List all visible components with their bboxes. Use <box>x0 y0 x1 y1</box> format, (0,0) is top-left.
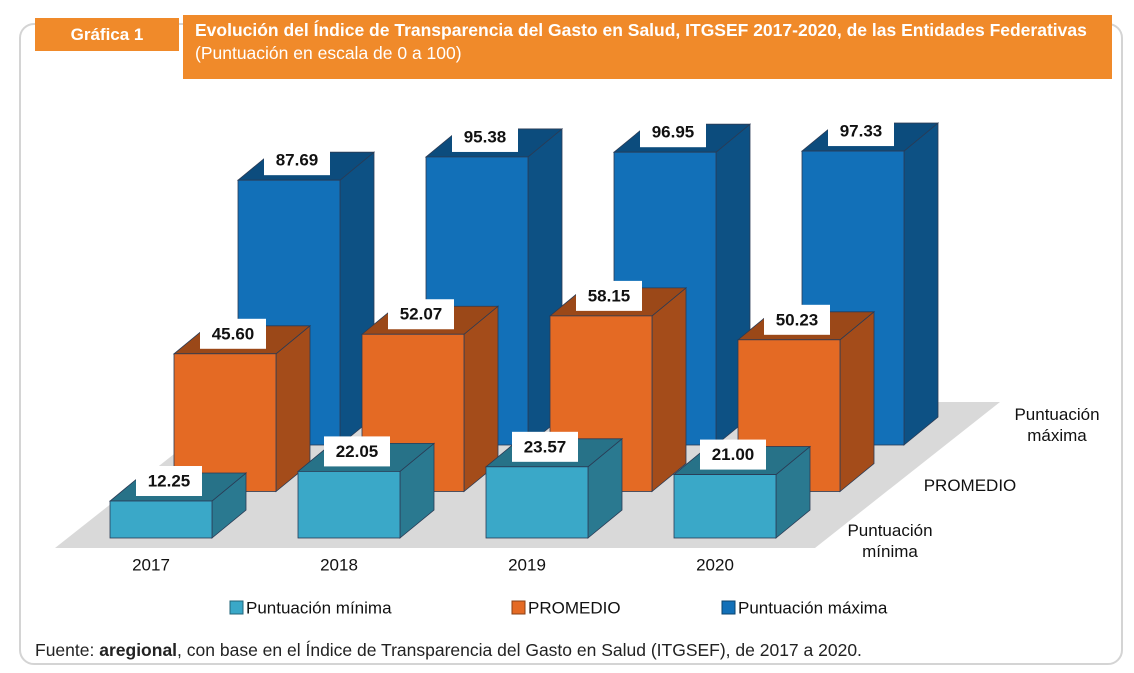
legend-swatch <box>721 600 736 615</box>
bar <box>673 474 777 539</box>
value-label: 23.57 <box>524 437 567 456</box>
bar <box>485 466 589 539</box>
value-label-box <box>764 304 830 335</box>
header: Evolución del Índice de Transparencia de… <box>183 15 1112 79</box>
value-label: 96.95 <box>652 123 695 142</box>
bar-side <box>651 287 687 493</box>
value-label-box <box>700 439 766 470</box>
bar-side <box>839 310 875 493</box>
value-label: 97.33 <box>840 122 883 141</box>
bar-3d: 23.57 <box>484 431 624 539</box>
legend-label: Puntuación mínima <box>246 598 392 617</box>
value-label-box <box>324 436 390 467</box>
chart-label: Gráfica 1 <box>35 18 179 51</box>
value-label: 45.60 <box>212 324 255 343</box>
value-label: 12.25 <box>148 471 191 490</box>
bar <box>297 471 401 539</box>
value-label: 87.69 <box>276 151 319 170</box>
value-label: 58.15 <box>588 286 631 305</box>
value-label-box <box>512 431 578 462</box>
x-tick-label: 2019 <box>508 555 546 574</box>
value-label-box <box>640 117 706 148</box>
depth-label: PROMEDIO <box>923 476 1017 495</box>
legend-label: Puntuación máxima <box>738 598 888 617</box>
source: Fuente: aregional, con base en el Índice… <box>35 640 862 661</box>
value-label-box <box>264 145 330 176</box>
legend-swatch <box>511 600 526 615</box>
legend-label: PROMEDIO <box>528 598 621 617</box>
source-text: , con base en el Índice de Transparencia… <box>177 640 862 660</box>
bar-3d: 45.60 <box>172 318 312 493</box>
x-tick-label: 2017 <box>132 555 170 574</box>
depth-label: Puntuación mínima <box>847 521 933 561</box>
value-label-box <box>200 318 266 349</box>
value-label: 52.07 <box>400 305 443 324</box>
value-label-box <box>136 466 202 497</box>
value-label: 50.23 <box>776 310 819 329</box>
legend-swatch <box>229 600 244 615</box>
value-label-box <box>388 299 454 330</box>
bar-3d: 12.25 <box>108 466 248 539</box>
value-label: 21.00 <box>712 445 755 464</box>
value-label: 95.38 <box>464 127 507 146</box>
chart-title: Evolución del Índice de Transparencia de… <box>195 20 1087 40</box>
value-label: 22.05 <box>336 442 379 461</box>
value-label-box <box>828 116 894 147</box>
source-prefix: Fuente: <box>35 640 95 660</box>
source-author: aregional <box>99 640 178 660</box>
bar <box>109 500 213 539</box>
bar-3d: 22.05 <box>296 436 436 539</box>
bar-side <box>903 122 939 446</box>
x-tick-label: 2018 <box>320 555 358 574</box>
chart-subtitle: (Puntuación en escala de 0 a 100) <box>195 43 462 63</box>
x-tick-label: 2020 <box>696 555 734 574</box>
value-label-box <box>576 280 642 311</box>
bar-3d: 21.00 <box>672 439 812 539</box>
depth-label: Puntuación máxima <box>1014 405 1100 445</box>
value-label-box <box>452 121 518 152</box>
